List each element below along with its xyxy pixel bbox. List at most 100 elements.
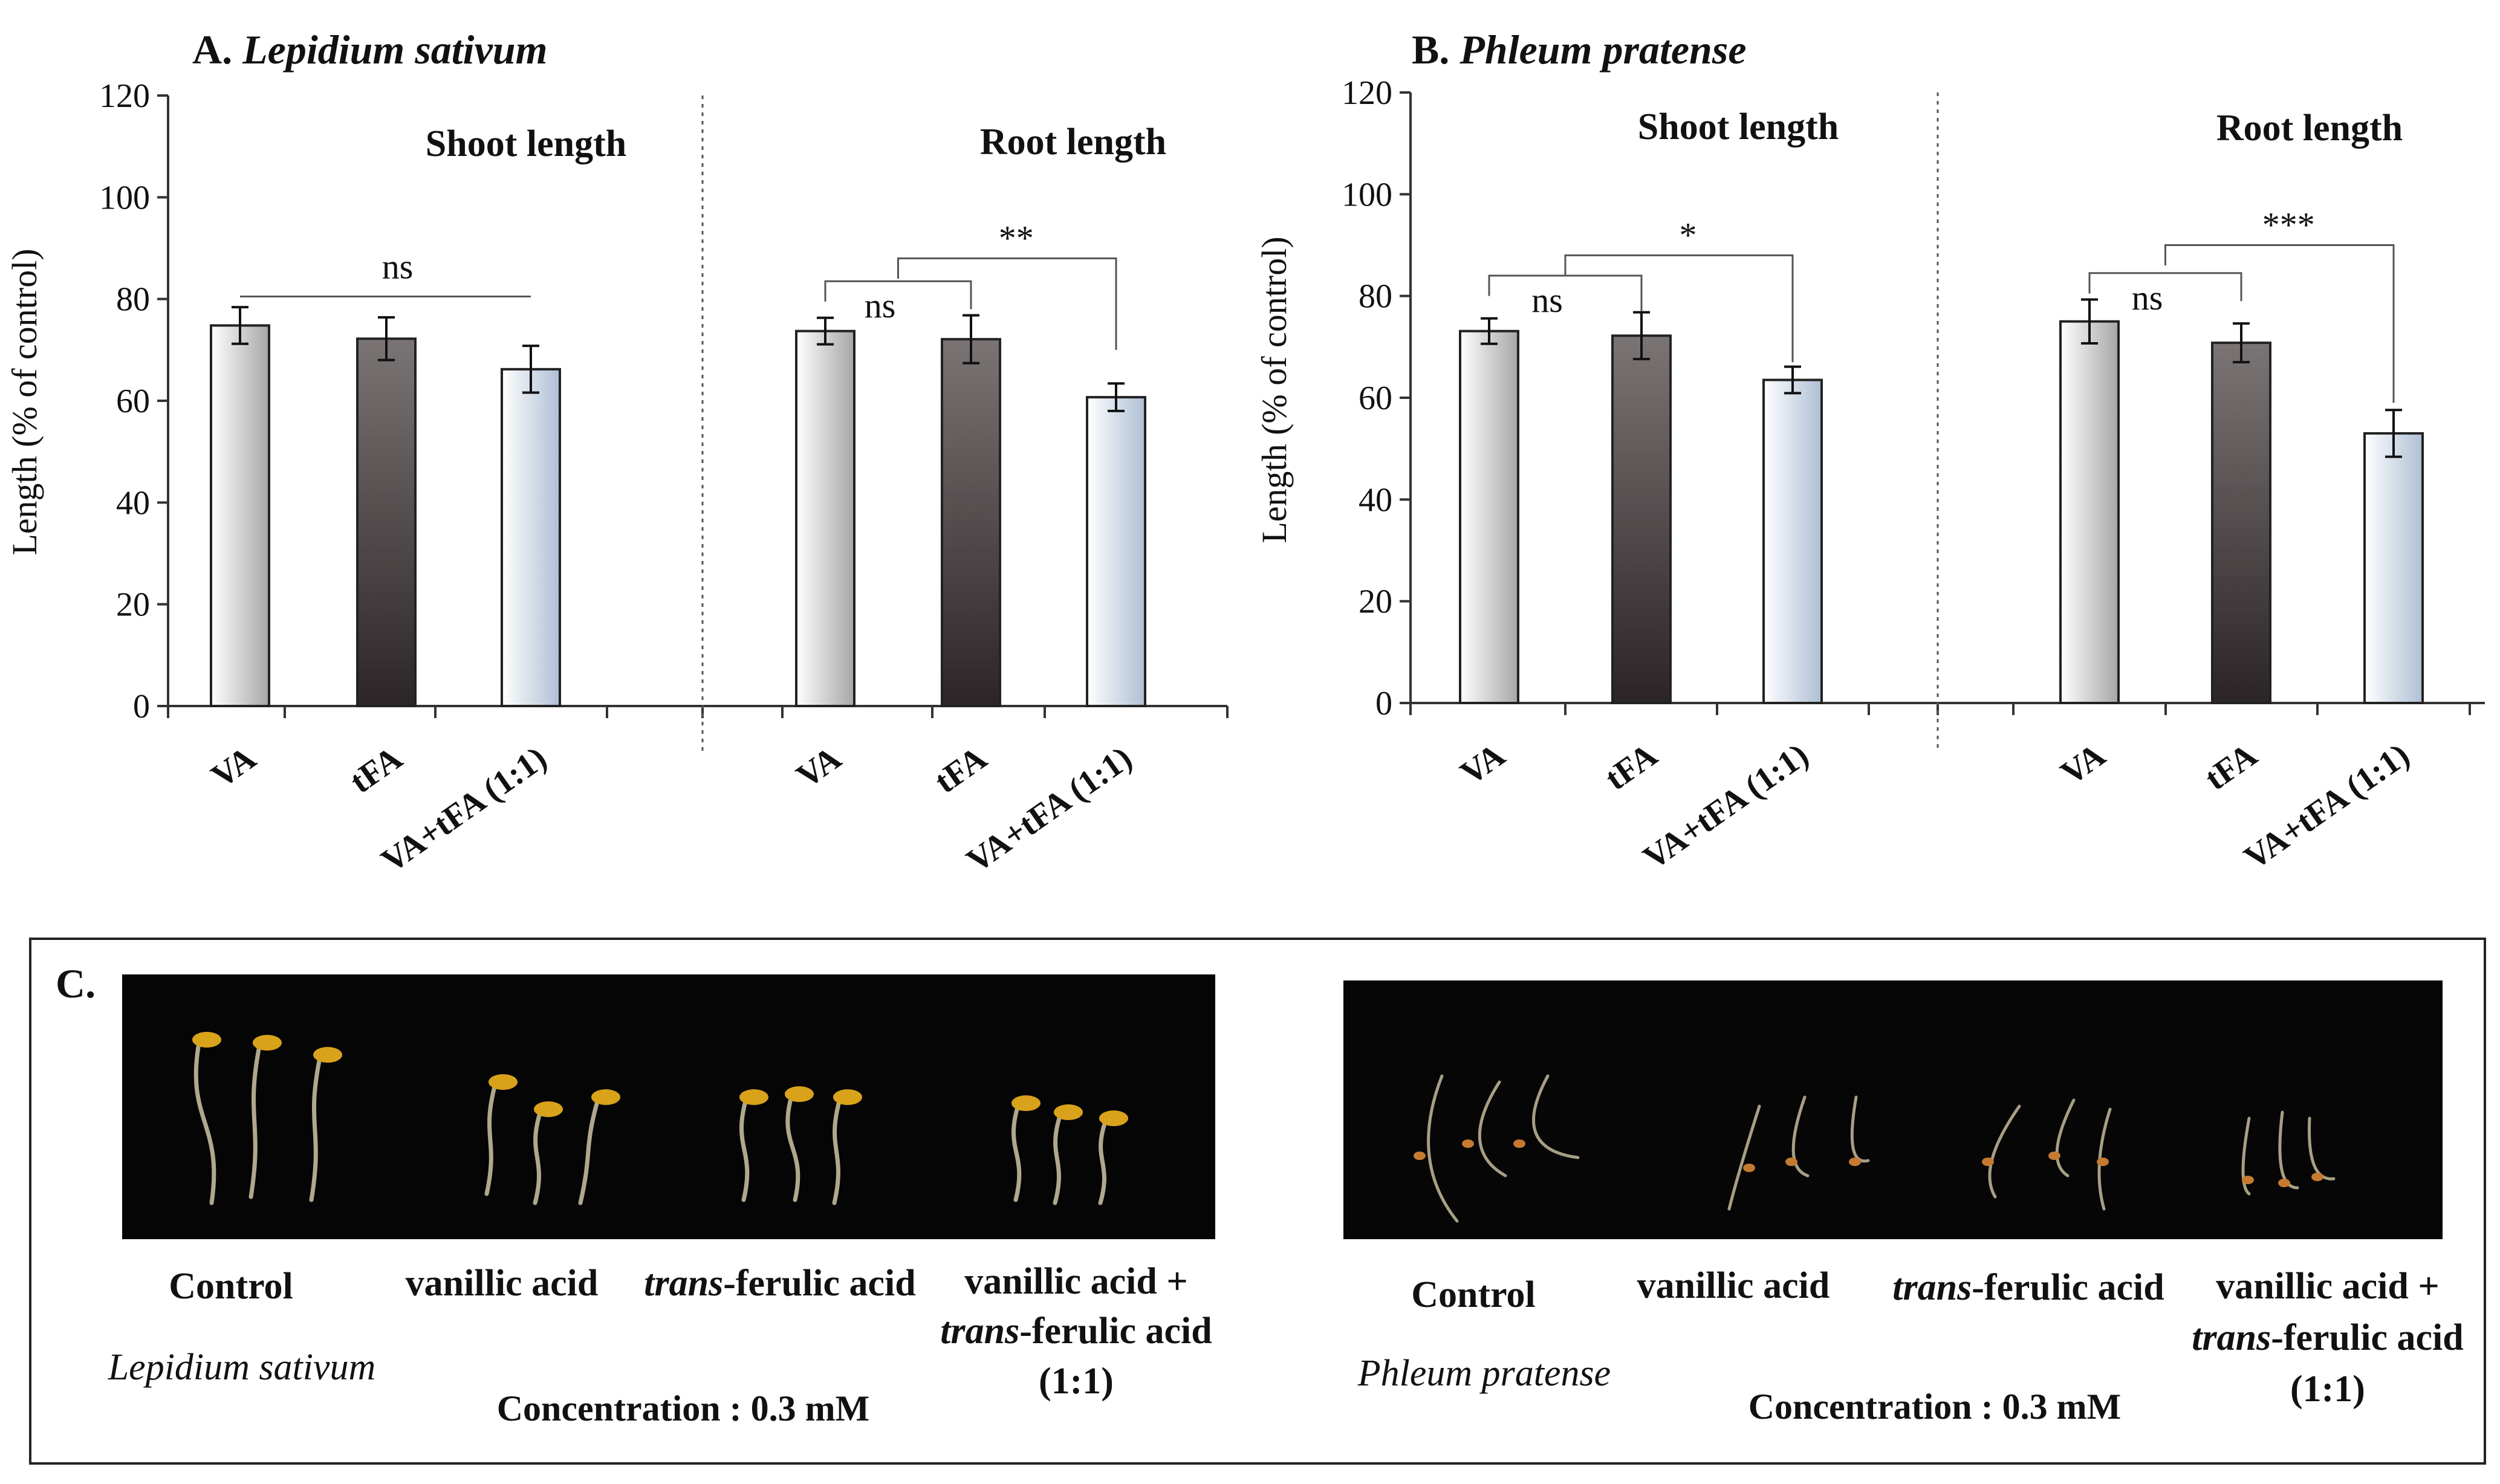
phleum-seedling-root [1478, 1080, 1507, 1178]
panel-c-photos: C. Control vanillic acid trans-ferulic a… [29, 938, 2486, 1465]
caption-left-control: Control [169, 1266, 293, 1307]
caption-right-va: vanillic acid [1637, 1265, 1830, 1306]
phleum-seedling-root [2308, 1116, 2336, 1181]
panel-b-bar-shoot-1 [1611, 334, 1672, 704]
panel-b-cat-label-root-1: tFA [2198, 736, 2264, 798]
panel-a-ytick-label-100: 100 [99, 179, 150, 216]
panel-a-annotations: ns ns ** [240, 218, 1117, 350]
panel-a-ylabel: Length (% of control) [5, 248, 44, 555]
lepidium-photo [122, 974, 1215, 1239]
phleum-seed [1743, 1164, 1755, 1172]
lepidium-seedling-stem [1098, 1116, 1109, 1205]
phleum-seed [1513, 1139, 1525, 1148]
panel-a-bar-shoot-1 [356, 337, 417, 707]
panel-a-sig-shoot-0: ns [382, 247, 414, 286]
panel-b-bar-shoot-0 [1459, 329, 1519, 704]
caption-left-va: vanillic acid [406, 1263, 599, 1304]
phleum-seedling-root [2055, 1098, 2076, 1178]
phleum-seed [2278, 1179, 2290, 1187]
phleum-seed [2048, 1152, 2060, 1160]
panel-a-chart: A. Lepidium sativum Length (% of control… [5, 27, 1229, 880]
phleum-seed [1849, 1158, 1861, 1166]
panel-b-group-shoot-label: Shoot length [1638, 106, 1839, 147]
panel-c-frame [29, 938, 2486, 1465]
lepidium-cotyledon [1099, 1110, 1128, 1126]
panel-a-errbar-shoot-1 [378, 316, 395, 361]
phleum-seed [1785, 1158, 1797, 1166]
lepidium-cotyledon [591, 1089, 620, 1105]
panel-a-bar-root-1 [941, 338, 1001, 707]
panel-b-errbar-root-1 [2233, 322, 2250, 364]
panel-b-ytick-label-0: 0 [1375, 685, 1392, 722]
phleum-seed [2242, 1176, 2254, 1184]
lepidium-seedling-stem [193, 1037, 216, 1205]
phleum-seedling-root [1727, 1104, 1761, 1211]
panel-a-ytick-label-0: 0 [133, 688, 150, 725]
panel-a-ytick-label-60: 60 [116, 383, 150, 420]
panel-b-cat-label-shoot-1: tFA [1599, 736, 1664, 798]
panel-b-bars [1459, 320, 2424, 705]
lepidium-seedling-stem [578, 1095, 601, 1205]
panel-b-title: B. Phleum pratense [1412, 27, 1747, 73]
panel-b-annotations: ns * ns *** [1488, 206, 2395, 403]
panel-a-title: A. Lepidium sativum [192, 27, 547, 73]
panel-a-ytick-label-120: 120 [99, 77, 150, 115]
caption-left-species: Lepidium sativum [108, 1347, 376, 1388]
phleum-seedling-root [2278, 1110, 2299, 1190]
panel-b-group-root-label: Root length [2216, 108, 2403, 149]
caption-right-species: Phleum pratense [1357, 1353, 1611, 1394]
panel-b-cat-label-shoot-0: VA [1454, 736, 1512, 792]
panel-b-sig-root-1: *** [2262, 206, 2315, 245]
panel-b-cat-label-shoot-2: VA+tFA (1:1) [1637, 736, 1816, 877]
panel-a-bracket-root-0 [824, 280, 972, 309]
panel-c-label: C. [56, 961, 96, 1006]
seedlings-illustration [192, 1032, 2336, 1223]
panel-a-bracket-root-1 [897, 257, 1117, 350]
lepidium-seedling-stem [484, 1080, 498, 1196]
panel-b-errbar-root-2 [2385, 409, 2402, 458]
lepidium-seedling-stem [1011, 1101, 1022, 1202]
caption-right-mix-line3: (1:1) [2290, 1369, 2365, 1410]
caption-right-mix-line2: trans-ferulic acid [2192, 1317, 2463, 1358]
panel-a-bar-shoot-0 [210, 324, 270, 707]
panel-a-bar-root-2 [1086, 396, 1146, 707]
panel-b-errbar-shoot-1 [1633, 311, 1650, 361]
lepidium-cotyledon [253, 1035, 282, 1051]
panel-b-ytick-label-80: 80 [1359, 278, 1392, 316]
panel-a-errbar-root-0 [817, 316, 834, 346]
panel-a-cat-label-root-0: VA [790, 739, 848, 795]
panel-a-cat-label-shoot-1: tFA [343, 739, 409, 801]
panel-b-bracket-shoot-0 [1488, 274, 1643, 311]
phleum-seedling-root [1791, 1095, 1810, 1178]
caption-right-control: Control [1411, 1274, 1536, 1315]
panel-a-group-root-label: Root length [980, 122, 1166, 163]
panel-b-errbar-root-0 [2081, 298, 2098, 345]
panel-b-error-bars [1481, 298, 2402, 458]
panel-b-sig-shoot-1: * [1680, 215, 1697, 254]
panel-b-y-axis: 0 20 40 60 80 100 120 [1342, 74, 2485, 751]
panel-a-bar-root-0 [795, 329, 856, 707]
panel-b-bracket-root-0 [2088, 272, 2242, 302]
lepidium-cotyledon [313, 1047, 342, 1063]
panel-b-ytick-label-40: 40 [1359, 481, 1392, 519]
panel-a-errbar-root-1 [963, 314, 979, 365]
phleum-seed [1462, 1139, 1474, 1148]
panel-a-ytick-label-80: 80 [116, 281, 150, 319]
panel-a-cat-label-root-1: tFA [928, 739, 994, 801]
caption-left-concentration: Concentration : 0.3 mM [497, 1388, 870, 1428]
caption-right-tfa: trans-ferulic acid [1892, 1267, 2164, 1308]
panel-a-error-bars [232, 306, 1125, 412]
panel-a-errbar-shoot-0 [232, 306, 248, 345]
phleum-seedling-root [1532, 1074, 1580, 1159]
caption-left-mix-line3: (1:1) [1039, 1361, 1114, 1402]
panel-b-bar-shoot-2 [1762, 378, 1823, 704]
panel-a-ytick-label-20: 20 [116, 586, 150, 624]
panel-b-ytick-label-120: 120 [1342, 74, 1392, 112]
panel-b-ylabel: Length (% of control) [1255, 236, 1294, 543]
panel-b-errbar-shoot-2 [1784, 365, 1801, 395]
phleum-photo [1343, 980, 2443, 1239]
panel-b-sig-shoot-0: ns [1531, 280, 1563, 320]
panel-b-bar-root-1 [2211, 342, 2271, 704]
